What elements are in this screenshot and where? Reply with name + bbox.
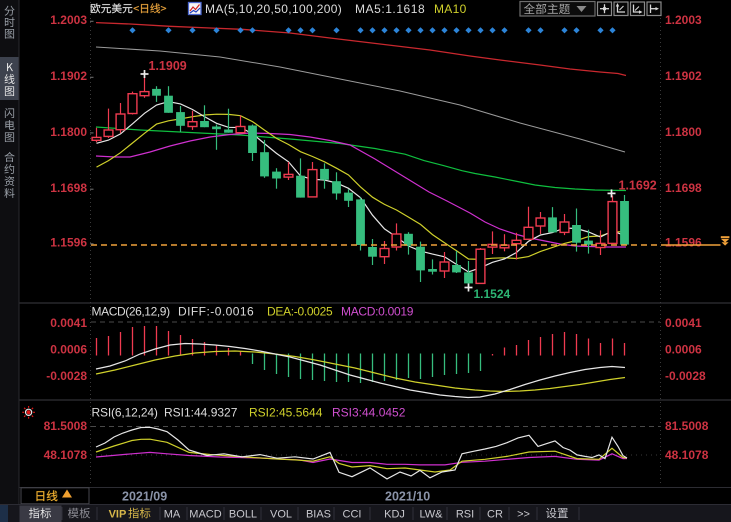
svg-text:RSI3:44.0452: RSI3:44.0452 xyxy=(332,406,406,420)
svg-text:2021/09: 2021/09 xyxy=(122,490,167,504)
svg-text:1.2003: 1.2003 xyxy=(50,13,87,27)
svg-text:48.1078: 48.1078 xyxy=(665,448,709,462)
svg-text:MA10: MA10 xyxy=(434,2,467,16)
svg-text:MACD(26,12,9): MACD(26,12,9) xyxy=(92,305,171,319)
svg-text:1.1596: 1.1596 xyxy=(665,236,702,250)
svg-text:DIFF:-0.0016: DIFF:-0.0016 xyxy=(178,305,254,319)
svg-text:-0.0028: -0.0028 xyxy=(46,369,87,383)
svg-text:RSI1:44.9327: RSI1:44.9327 xyxy=(164,406,238,420)
svg-text:BOLL: BOLL xyxy=(229,509,257,521)
svg-text:LW&: LW& xyxy=(419,509,443,521)
svg-text:MACD: MACD xyxy=(189,509,221,521)
svg-text:RSI2:45.5644: RSI2:45.5644 xyxy=(249,406,323,420)
svg-text:2021/10: 2021/10 xyxy=(385,490,430,504)
svg-text:DEA:-0.0025: DEA:-0.0025 xyxy=(267,305,333,319)
svg-text:MA(5,10,20,50,100,200): MA(5,10,20,50,100,200) xyxy=(205,2,342,16)
svg-text:VOL: VOL xyxy=(270,509,292,521)
svg-text:1.1902: 1.1902 xyxy=(50,69,87,83)
svg-text:1.1800: 1.1800 xyxy=(665,125,702,139)
svg-text:48.1078: 48.1078 xyxy=(44,448,88,462)
svg-text:MA: MA xyxy=(164,509,181,521)
svg-text:1.1909: 1.1909 xyxy=(149,59,187,73)
svg-text:1.1596: 1.1596 xyxy=(50,236,87,250)
svg-text:RSI: RSI xyxy=(456,509,474,521)
svg-text:>>: >> xyxy=(517,509,530,521)
svg-text:1.1692: 1.1692 xyxy=(619,179,657,193)
svg-text:RSI(6,12,24): RSI(6,12,24) xyxy=(92,406,158,420)
svg-text:1.1902: 1.1902 xyxy=(665,69,702,83)
svg-text:CR: CR xyxy=(487,509,503,521)
svg-text:MACD:0.0019: MACD:0.0019 xyxy=(341,305,414,319)
svg-text:1.1524: 1.1524 xyxy=(474,287,511,301)
svg-text:VIP: VIP xyxy=(109,508,127,520)
svg-text:1.1698: 1.1698 xyxy=(665,181,702,195)
svg-text:0.0006: 0.0006 xyxy=(665,343,702,357)
svg-text:1.1698: 1.1698 xyxy=(50,181,87,195)
svg-text:0.0041: 0.0041 xyxy=(665,316,702,330)
svg-text:0.0006: 0.0006 xyxy=(50,343,87,357)
svg-text:-0.0028: -0.0028 xyxy=(665,369,706,383)
svg-text:MA5:1.1618: MA5:1.1618 xyxy=(355,2,425,16)
svg-text:81.5008: 81.5008 xyxy=(44,419,88,433)
svg-text:0.0041: 0.0041 xyxy=(50,316,87,330)
svg-text:81.5008: 81.5008 xyxy=(665,419,709,433)
svg-text:1.2003: 1.2003 xyxy=(665,13,702,27)
svg-text:CCI: CCI xyxy=(343,509,362,521)
svg-text:BIAS: BIAS xyxy=(306,509,331,521)
svg-text:1.1800: 1.1800 xyxy=(50,125,87,139)
svg-text:KDJ: KDJ xyxy=(384,509,405,521)
